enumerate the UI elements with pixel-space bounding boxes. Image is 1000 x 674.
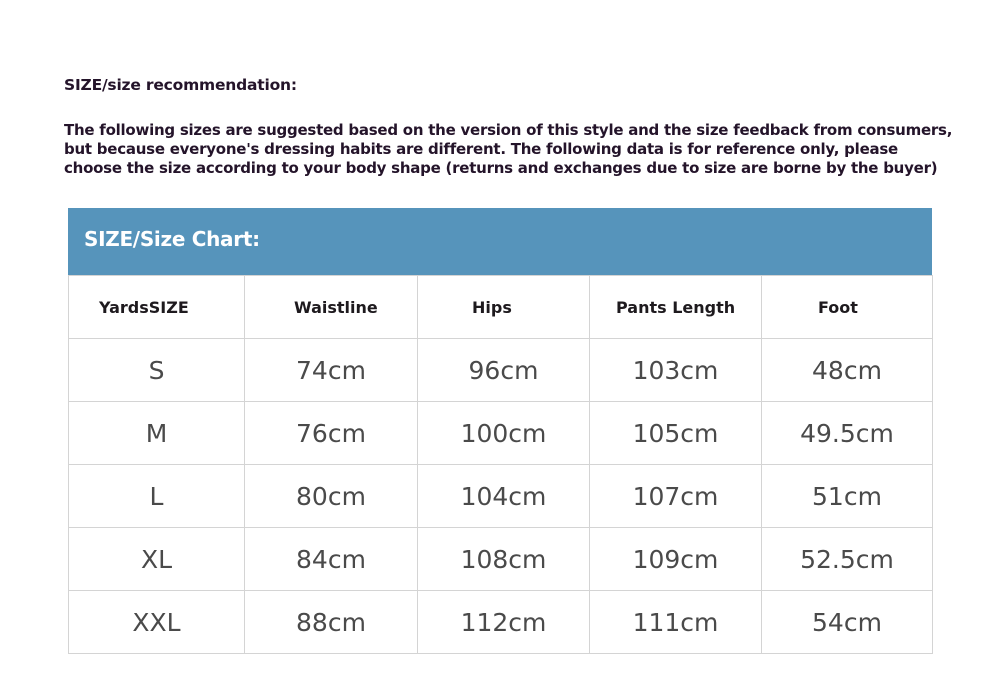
- table-cell: 74cm: [244, 338, 418, 402]
- table-cell: XXL: [68, 590, 245, 654]
- column-header: Pants Length: [589, 275, 762, 339]
- section-title: SIZE/size recommendation:: [64, 76, 297, 94]
- table-row: M 76cm 100cm 105cm 49.5cm: [68, 401, 933, 465]
- table-cell: 49.5cm: [761, 401, 933, 465]
- table-cell: 52.5cm: [761, 527, 933, 591]
- size-chart-title: SIZE/Size Chart:: [84, 227, 260, 251]
- table-cell: L: [68, 464, 245, 528]
- table-cell: 88cm: [244, 590, 418, 654]
- table-cell: 112cm: [417, 590, 590, 654]
- table-cell: 48cm: [761, 338, 933, 402]
- size-note-line: The following sizes are suggested based …: [64, 121, 953, 139]
- size-note-line: choose the size according to your body s…: [64, 159, 938, 177]
- column-header: YardsSIZE: [68, 275, 245, 339]
- table-row: S 74cm 96cm 103cm 48cm: [68, 338, 933, 402]
- column-header: Waistline: [244, 275, 418, 339]
- table-cell: 103cm: [589, 338, 762, 402]
- table-row: XL 84cm 108cm 109cm 52.5cm: [68, 527, 933, 591]
- table-cell: XL: [68, 527, 245, 591]
- table-cell: 109cm: [589, 527, 762, 591]
- table-cell: M: [68, 401, 245, 465]
- table-cell: 54cm: [761, 590, 933, 654]
- table-row: L 80cm 104cm 107cm 51cm: [68, 464, 933, 528]
- table-cell: 104cm: [417, 464, 590, 528]
- table-cell: 80cm: [244, 464, 418, 528]
- table-cell: S: [68, 338, 245, 402]
- column-header: Hips: [417, 275, 590, 339]
- table-cell: 111cm: [589, 590, 762, 654]
- table-row: XXL 88cm 112cm 111cm 54cm: [68, 590, 933, 654]
- table-cell: 105cm: [589, 401, 762, 465]
- table-cell: 107cm: [589, 464, 762, 528]
- table-cell: 108cm: [417, 527, 590, 591]
- table-cell: 76cm: [244, 401, 418, 465]
- table-header-row: YardsSIZE Waistline Hips Pants Length Fo…: [68, 275, 933, 339]
- table-cell: 84cm: [244, 527, 418, 591]
- table-cell: 51cm: [761, 464, 933, 528]
- table-cell: 96cm: [417, 338, 590, 402]
- size-note: The following sizes are suggested based …: [64, 121, 964, 178]
- column-header: Foot: [761, 275, 933, 339]
- size-chart-header: SIZE/Size Chart:: [68, 208, 932, 275]
- size-table: YardsSIZE Waistline Hips Pants Length Fo…: [68, 275, 933, 654]
- size-note-line: but because everyone's dressing habits a…: [64, 140, 898, 158]
- table-cell: 100cm: [417, 401, 590, 465]
